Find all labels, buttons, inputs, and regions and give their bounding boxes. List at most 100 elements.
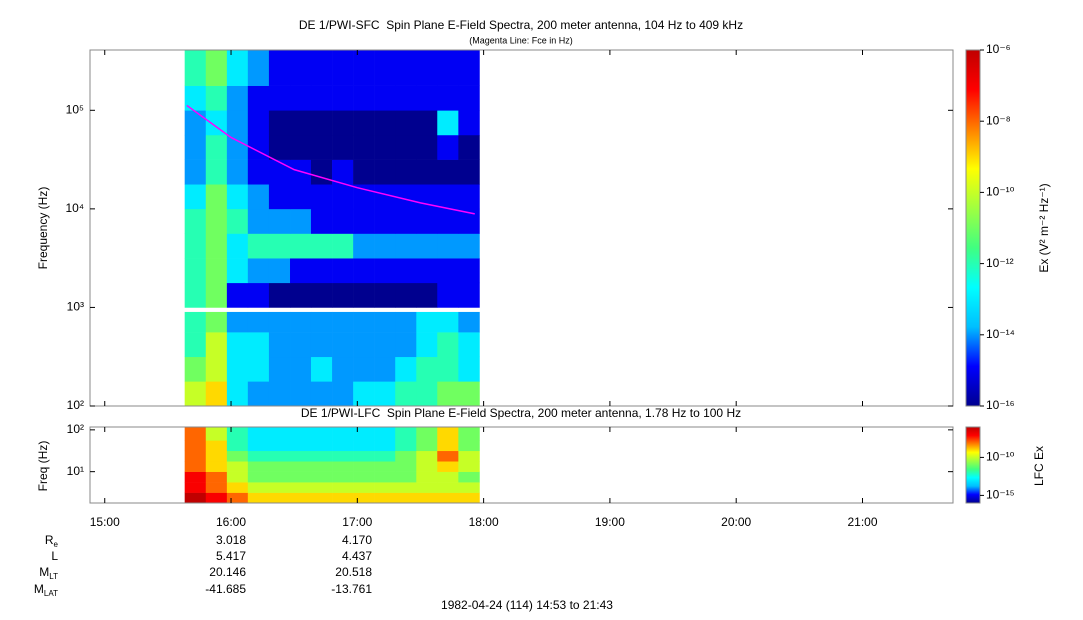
heatmap-cell (226, 427, 249, 441)
colorbar-tick-label: 10⁻¹⁰ (986, 450, 1015, 464)
heatmap-cell (268, 159, 291, 185)
heatmap-cell (437, 311, 459, 333)
heatmap-cell (268, 134, 291, 160)
heatmap-cell (374, 50, 396, 86)
colorbar-tick-label: 10⁻⁸ (986, 113, 1011, 127)
heatmap-cell (184, 450, 207, 462)
heatmap-cell (310, 427, 333, 441)
colorbar-label: Ex (V² m⁻² Hz⁻¹) (1037, 183, 1051, 272)
heatmap-cell (332, 258, 354, 284)
heatmap-cell (184, 110, 207, 136)
heatmap-cell (184, 332, 207, 358)
plot-area (184, 50, 480, 407)
heatmap-cell (458, 85, 480, 111)
heatmap-cell (437, 450, 459, 462)
heatmap-cell (310, 311, 333, 333)
heatmap-cell (332, 427, 354, 441)
heatmap-cell (205, 208, 228, 234)
x-tick-label: 18:00 (469, 515, 499, 529)
heatmap-cell (374, 356, 396, 382)
heatmap-cell (268, 332, 291, 358)
heatmap-cell (205, 427, 228, 441)
heatmap-cell (226, 282, 249, 308)
heatmap-cell (395, 381, 417, 407)
heatmap-cell (205, 110, 228, 136)
heatmap-cell (247, 159, 270, 185)
heatmap-cell (458, 159, 480, 185)
heatmap-cell (353, 233, 375, 259)
heatmap-cell (205, 450, 228, 462)
heatmap-cell (437, 471, 459, 483)
heatmap-cell (290, 282, 312, 308)
colorbar-tick-label: 10⁻⁶ (986, 42, 1011, 56)
label-sub: e (54, 540, 59, 549)
heatmap-cell (184, 311, 207, 333)
heatmap-cell (395, 440, 417, 452)
heatmap-cell (416, 282, 438, 308)
heatmap-cell (290, 492, 312, 504)
heatmap-cell (374, 258, 396, 284)
heatmap-cell (184, 461, 207, 472)
heatmap-cell (458, 134, 480, 160)
heatmap-cell (290, 356, 312, 382)
heatmap-cell (458, 233, 480, 259)
heatmap-cell (310, 440, 333, 452)
heatmap-cell (310, 233, 333, 259)
heatmap-cell (226, 110, 249, 136)
heatmap-cell (395, 184, 417, 210)
heatmap-cell (205, 50, 228, 86)
heatmap-cell (416, 461, 438, 472)
heatmap-cell (247, 440, 270, 452)
heatmap-cell (205, 461, 228, 472)
heatmap-cell (247, 50, 270, 86)
heatmap-cell (290, 110, 312, 136)
heatmap-cell (416, 356, 438, 382)
heatmap-cell (332, 381, 354, 407)
heatmap-cell (437, 134, 459, 160)
heatmap-cell (247, 461, 270, 472)
heatmap-cell (205, 85, 228, 111)
heatmap-cell (226, 492, 249, 504)
heatmap-cell (353, 427, 375, 441)
heatmap-cell (205, 492, 228, 504)
heatmap-cell (290, 311, 312, 333)
label-main: R (45, 533, 54, 547)
heatmap-cell (458, 381, 480, 407)
heatmap-cell (247, 208, 270, 234)
heatmap-cell (437, 492, 459, 504)
chart-title: DE 1/PWI-LFC Spin Plane E-Field Spectra,… (301, 406, 741, 420)
y-tick-label: 10² (67, 422, 84, 436)
heatmap-cell (226, 184, 249, 210)
heatmap-cell (458, 450, 480, 462)
heatmap-cell (268, 311, 291, 333)
colorbar-label: LFC Ex (1032, 446, 1046, 486)
heatmap-cell (290, 450, 312, 462)
heatmap-cell (332, 134, 354, 160)
heatmap-cell (353, 159, 375, 185)
colorbar-tick-label: 10⁻¹⁵ (986, 488, 1015, 502)
heatmap-cell (416, 134, 438, 160)
heatmap-cell (247, 233, 270, 259)
heatmap-cell (395, 110, 417, 136)
ephemeris-value: 20.146 (209, 565, 246, 579)
heatmap-cell (247, 184, 270, 210)
heatmap-cell (416, 482, 438, 493)
heatmap-cell (395, 311, 417, 333)
heatmap-cell (416, 311, 438, 333)
heatmap-cell (184, 440, 207, 452)
heatmap-cell (437, 381, 459, 407)
heatmap-cell (310, 159, 333, 185)
heatmap-cell (247, 258, 270, 284)
heatmap-cell (268, 471, 291, 483)
heatmap-cell (416, 233, 438, 259)
ephemeris-label: L (51, 549, 58, 563)
heatmap-cell (310, 258, 333, 284)
heatmap-cell (310, 461, 333, 472)
x-tick-label: 19:00 (595, 515, 625, 529)
heatmap-cell (290, 381, 312, 407)
heatmap-cell (226, 134, 249, 160)
heatmap-cell (437, 461, 459, 472)
heatmap-cell (437, 184, 459, 210)
heatmap-cell (458, 471, 480, 483)
heatmap-cell (268, 208, 291, 234)
